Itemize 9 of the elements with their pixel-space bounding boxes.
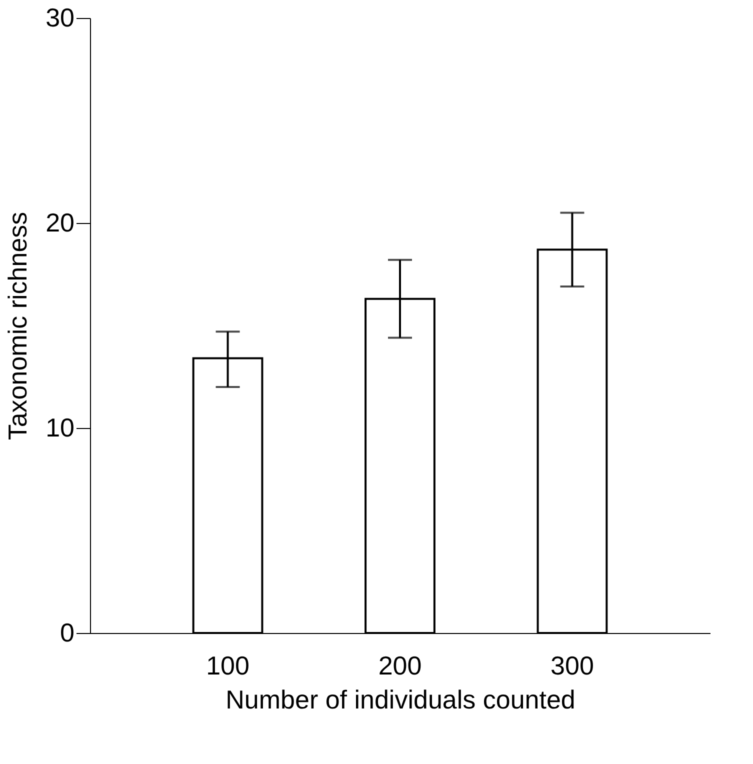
x-tick-label: 200 bbox=[378, 650, 422, 680]
x-tick-label: 100 bbox=[206, 650, 250, 680]
y-axis-title: Taxonomic richness bbox=[2, 212, 33, 440]
x-tick-label: 300 bbox=[550, 650, 594, 680]
x-axis-title: Number of individuals counted bbox=[226, 684, 576, 714]
y-tick-label: 10 bbox=[46, 412, 74, 442]
y-tick-label: 30 bbox=[46, 2, 74, 32]
y-tick-label: 20 bbox=[46, 208, 74, 238]
y-tick-label: 0 bbox=[60, 618, 74, 648]
